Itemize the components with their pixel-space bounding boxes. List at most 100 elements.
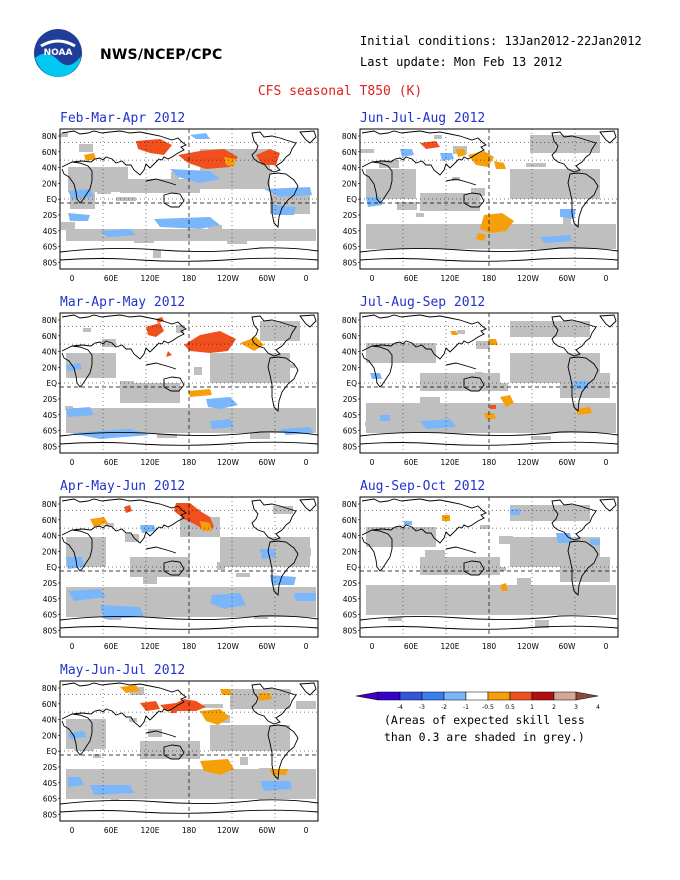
lat-label: 60S [343, 427, 358, 436]
lat-label: 80N [42, 132, 57, 141]
lon-label: 180 [182, 826, 197, 835]
legend-swatch [509, 691, 533, 701]
lon-label: 60E [104, 642, 119, 651]
lon-label: 180 [482, 458, 497, 467]
legend-swatch [443, 691, 467, 701]
lat-label: 60N [42, 700, 57, 709]
map-title: CFS seasonal T850 (K) [257, 84, 423, 99]
lat-label: 40S [343, 595, 358, 604]
lat-label: 60S [343, 243, 358, 252]
lat-label: 40S [43, 595, 58, 604]
lon-label: 60W [559, 274, 577, 283]
lat-label: 60N [42, 148, 57, 157]
lon-label: 60W [259, 826, 277, 835]
legend-swatch [465, 691, 489, 701]
lon-label: 60W [559, 458, 577, 467]
lat-label: 60N [42, 332, 57, 341]
legend-swatch [377, 691, 401, 701]
map-panel-jas: 80N 60N 40N 20N EQ 20S 40S 60S 80S 0 60E 120E 180 120… [334, 310, 624, 468]
lat-label: 40S [43, 411, 58, 420]
lat-label: 60N [342, 332, 357, 341]
agency-name: NWS/NCEP/CPC [100, 47, 223, 63]
lat-label: 20N [42, 731, 57, 740]
lat-label: 20S [43, 395, 58, 404]
lon-label: 60E [104, 826, 119, 835]
legend-level-label: -2 [441, 704, 447, 711]
lon-label: 120E [440, 458, 459, 467]
legend-level-label: -1 [463, 704, 469, 711]
lat-label: 80N [342, 132, 357, 141]
lat-label: EQ [46, 195, 57, 204]
last-update: Last update: Mon Feb 13 2012 [360, 55, 563, 69]
panel-title-jas: Jul-Aug-Sep 2012 [360, 295, 486, 310]
lat-label: 60N [342, 148, 357, 157]
lat-label: 40N [342, 164, 357, 173]
lat-label: 40S [343, 227, 358, 236]
lon-label: 120E [440, 642, 459, 651]
lat-label: 60S [43, 611, 58, 620]
lon-label: 180 [482, 274, 497, 283]
lon-label: 0 [70, 826, 75, 835]
lat-label: EQ [346, 563, 357, 572]
lon-label: 120W [517, 642, 539, 651]
lon-label: 60W [559, 642, 577, 651]
panel-title-mjj: May-Jun-Jul 2012 [60, 663, 186, 678]
panel-title-jja: Jun-Jul-Aug 2012 [360, 111, 486, 126]
map-panel-mjj: 80N 60N 40N 20N EQ 20S 40S 60S 80S 0 60E 120E 180 120… [34, 678, 324, 836]
lat-label: 60S [43, 427, 58, 436]
lat-label: 20N [342, 363, 357, 372]
lon-label: 120W [517, 458, 539, 467]
lon-label: 120W [217, 274, 239, 283]
lon-label: 60E [104, 458, 119, 467]
svg-text:NOAA: NOAA [44, 48, 73, 58]
initial-conditions: Initial conditions: 13Jan2012-22Jan2012 [360, 34, 642, 48]
legend-level-label: 0.5 [505, 704, 515, 711]
legend-level-label: -3 [419, 704, 425, 711]
lat-label: 40N [42, 716, 57, 725]
lon-label: 0 [70, 642, 75, 651]
map-panel-jja: 80N 60N 40N 20N EQ 20S 40S 60S 80S 0 60E 120E 180 120… [334, 126, 624, 284]
panel-title-fma: Feb-Mar-Apr 2012 [60, 111, 186, 126]
lon-label: 60E [104, 274, 119, 283]
lat-label: 80N [342, 500, 357, 509]
lat-label: 20S [43, 763, 58, 772]
lat-label: 80S [43, 626, 58, 635]
lat-label: 40S [343, 411, 358, 420]
color-legend: -4 -3 -2 -1 -0.5 0.5 1 2 3 4 [355, 691, 600, 711]
lat-label: 80S [343, 626, 358, 635]
lat-label: 80N [42, 316, 57, 325]
lon-label: 0 [304, 274, 309, 283]
lat-label: 20S [343, 211, 358, 220]
lat-label: 60N [42, 516, 57, 525]
panel-title-mam: Mar-Apr-May 2012 [60, 295, 186, 310]
map-panel-fma: 80N 60N 40N 20N EQ 20S 40S 60S 80S 0 60E 120E 180 120… [34, 126, 324, 284]
lat-label: 20N [42, 547, 57, 556]
lat-label: 20N [42, 363, 57, 372]
lon-label: 0 [304, 642, 309, 651]
lat-label: 80N [42, 684, 57, 693]
lat-label: 80N [42, 500, 57, 509]
panel-title-amj: Apr-May-Jun 2012 [60, 479, 186, 494]
lat-label: EQ [46, 563, 57, 572]
lat-label: 20N [42, 179, 57, 188]
skill-note-line1: (Areas of expected skill less [384, 713, 585, 727]
lat-label: 60N [342, 516, 357, 525]
lon-label: 180 [182, 274, 197, 283]
lat-label: 80S [343, 258, 358, 267]
legend-swatch [487, 691, 511, 701]
lon-label: 60E [404, 274, 419, 283]
lat-label: 20S [343, 579, 358, 588]
map-panel-mam: 80N 60N 40N 20N EQ 20S 40S 60S 80S 0 60E 120E 180 120… [34, 310, 324, 468]
lon-label: 120E [140, 274, 159, 283]
noaa-logo: NOAA [34, 29, 82, 77]
lat-label: 20N [342, 179, 357, 188]
lat-label: EQ [346, 379, 357, 388]
lat-label: 40S [43, 779, 58, 788]
lon-label: 120E [140, 826, 159, 835]
legend-swatch [399, 691, 423, 701]
lon-label: 0 [304, 458, 309, 467]
lon-label: 180 [182, 458, 197, 467]
legend-level-label: 1 [530, 704, 534, 711]
legend-level-label: 3 [574, 704, 578, 711]
lon-label: 120E [140, 458, 159, 467]
